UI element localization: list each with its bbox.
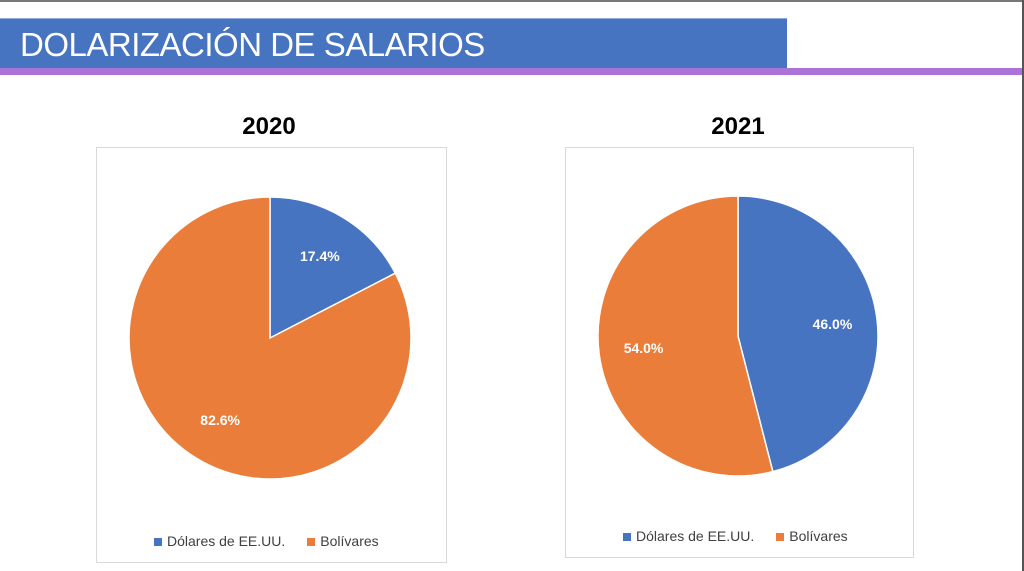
legend-2021: Dólares de EE.UU. Bolívares: [623, 528, 848, 544]
legend-item-bs: Bolívares: [776, 528, 848, 544]
chart-2020: 17.4% 82.6% Dólares de EE.UU. Bolívares: [96, 147, 447, 563]
pie-2020: 17.4% 82.6%: [128, 196, 412, 480]
legend-label: Dólares de EE.UU.: [636, 528, 755, 544]
chart-title-2020: 2020: [242, 113, 296, 140]
slide-title: DOLARIZACIÓN DE SALARIOS: [20, 26, 485, 63]
legend-label: Bolívares: [789, 528, 848, 544]
data-label: 17.4%: [300, 248, 340, 264]
legend-swatch-bs: [307, 538, 316, 547]
pie-slice-bs: [597, 195, 774, 477]
title-banner: DOLARIZACIÓN DE SALARIOS: [0, 18, 787, 69]
pie-2021: 46.0% 54.0%: [597, 195, 879, 477]
window-top-border: [0, 0, 1024, 2]
data-label: 46.0%: [813, 316, 853, 332]
legend-2020: Dólares de EE.UU. Bolívares: [154, 533, 379, 549]
legend-label: Bolívares: [320, 533, 379, 549]
pie-slice-bs: [128, 196, 412, 480]
legend-swatch-bs: [776, 533, 785, 542]
window-right-border: [1022, 0, 1024, 571]
legend-item-usd: Dólares de EE.UU.: [154, 533, 285, 549]
accent-stripe: [0, 68, 1022, 75]
legend-swatch-usd: [154, 538, 162, 547]
pie-slice-usd: [269, 196, 397, 340]
legend-item-bs: Bolívares: [307, 533, 379, 549]
data-label: 82.6%: [200, 412, 240, 428]
legend-swatch-usd: [623, 533, 631, 542]
chart-title-2021: 2021: [711, 113, 765, 140]
pie-slice-usd: [737, 195, 879, 473]
chart-2021: 46.0% 54.0% Dólares de EE.UU. Bolívares: [565, 147, 914, 558]
legend-item-usd: Dólares de EE.UU.: [623, 528, 754, 544]
legend-label: Dólares de EE.UU.: [167, 533, 286, 549]
data-label: 54.0%: [624, 340, 664, 356]
